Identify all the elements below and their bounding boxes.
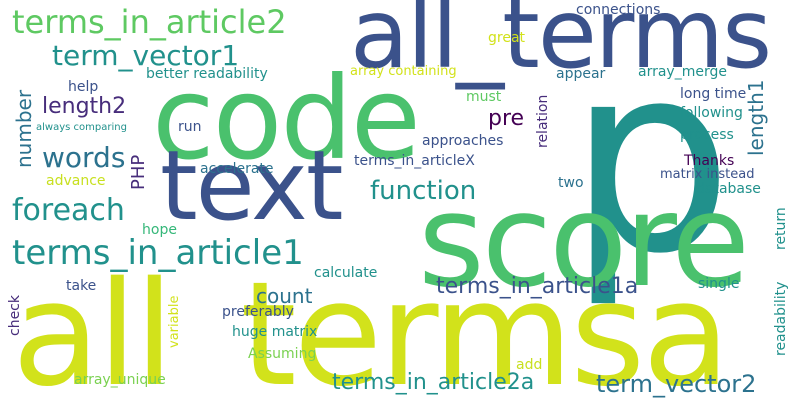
word-connections: connections [576, 2, 661, 18]
word-text: text [160, 130, 343, 242]
word-process: process [680, 127, 734, 143]
word-database: database [696, 181, 761, 197]
word-length2: length2 [42, 94, 127, 119]
word-terms-in-article2a: terms_in_article2a [332, 370, 535, 395]
word-words: words [42, 141, 126, 174]
word-php: PHP [128, 154, 149, 190]
word-advance: advance [46, 173, 106, 189]
word-variable: variable [167, 295, 182, 348]
word-hope: hope [142, 222, 177, 238]
word-assuming: Assuming [248, 346, 317, 362]
word-foreach: foreach [12, 193, 125, 228]
word-code: code [152, 52, 421, 185]
word-help: help [68, 79, 99, 95]
word-length1: length1 [744, 79, 768, 156]
word-run: run [178, 119, 202, 135]
word-terms-in-article1a: terms_in_article1a [436, 274, 639, 299]
word-matrix-instead: matrix instead [660, 167, 755, 182]
word-relation: relation [535, 94, 551, 148]
word-function: function [370, 176, 477, 206]
word-p: p [568, 9, 733, 311]
word-add: add [516, 357, 543, 373]
word-array-containing: array containing [350, 64, 457, 79]
word-calculate: calculate [314, 265, 378, 281]
word-two: two [558, 175, 584, 191]
word-check: check [7, 295, 23, 336]
word-terms-in-articlex: terms_in_articleX [354, 153, 475, 169]
word-return: return [773, 207, 789, 250]
word-long-time: long time [680, 86, 747, 102]
word-approaches: approaches [422, 133, 504, 149]
word-number: number [12, 89, 36, 168]
word-huge-matrix: huge matrix [232, 324, 318, 340]
word-appear: appear [556, 66, 606, 82]
word-take: take [66, 278, 97, 294]
word-better-readability: better readability [146, 66, 268, 82]
word-readability: readability [773, 281, 789, 356]
word-following: following [680, 105, 743, 121]
word-terms-in-article2: terms_in_article2 [12, 3, 287, 41]
word-must: must [466, 89, 502, 105]
word-array-merge: array_merge [638, 64, 727, 80]
word-accelerate: accelerate [200, 161, 274, 177]
word-count: count [256, 284, 313, 308]
word-always-comparing: always comparing [36, 122, 127, 133]
word-array-unique: array_unique [74, 372, 166, 388]
word-term-vector1: term_vector1 [52, 39, 240, 72]
word-all-terms: all_terms [350, 0, 772, 90]
word-term-vector2: term_vector2 [596, 370, 757, 398]
word-thanks: Thanks [684, 153, 735, 169]
word-single: single [698, 276, 740, 292]
word-all-termsa: all_termsa [12, 250, 731, 400]
word-great: great [488, 30, 526, 46]
word-preferably: preferably [222, 304, 294, 320]
word-terms-in-article1: terms_in_article1 [12, 233, 304, 273]
word-pre: pre [488, 106, 525, 131]
word-score: score [418, 167, 750, 316]
